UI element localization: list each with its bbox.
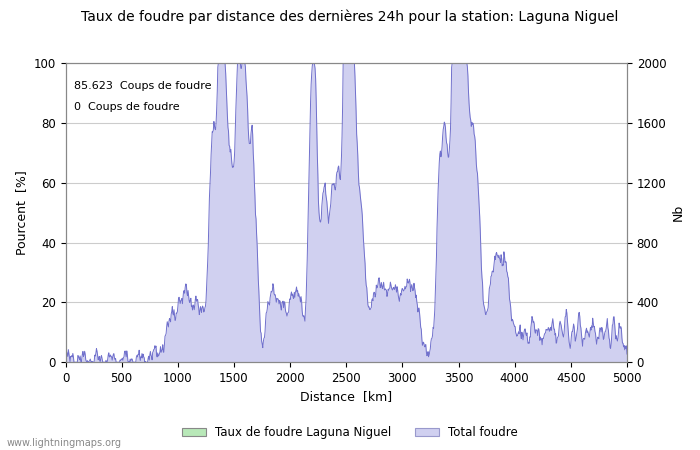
Legend: Taux de foudre Laguna Niguel, Total foudre: Taux de foudre Laguna Niguel, Total foud…: [177, 422, 523, 444]
Y-axis label: Pourcent  [%]: Pourcent [%]: [15, 170, 28, 255]
X-axis label: Distance  [km]: Distance [km]: [300, 391, 392, 404]
Text: www.lightningmaps.org: www.lightningmaps.org: [7, 438, 122, 448]
Text: 0  Coups de foudre: 0 Coups de foudre: [74, 102, 180, 112]
Y-axis label: Nb: Nb: [672, 204, 685, 221]
Text: Taux de foudre par distance des dernières 24h pour la station: Laguna Niguel: Taux de foudre par distance des dernière…: [81, 9, 619, 23]
Text: 85.623  Coups de foudre: 85.623 Coups de foudre: [74, 81, 211, 91]
